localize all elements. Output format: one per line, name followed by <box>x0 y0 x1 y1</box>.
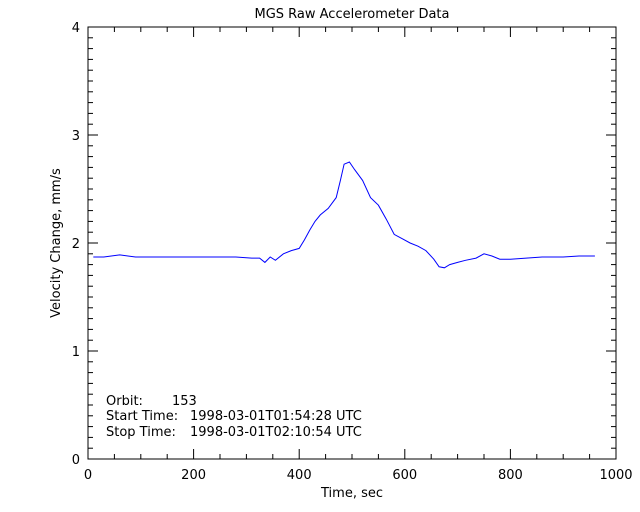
y-tick-label: 3 <box>72 129 80 144</box>
stop-time-label: Stop Time: <box>106 425 176 440</box>
y-tick-label: 4 <box>72 21 80 36</box>
series-line <box>93 161 595 269</box>
y-tick-label: 1 <box>72 345 80 360</box>
y-tick-label: 2 <box>72 237 80 252</box>
tick-labels: 0 200 400 600 800 1000 0 1 2 3 4 <box>72 21 633 483</box>
start-time-value: 1998-03-01T01:54:28 UTC <box>190 409 362 424</box>
plot-frame <box>87 26 617 460</box>
start-time-label: Start Time: <box>106 409 178 424</box>
x-axis-label: Time, sec <box>320 486 383 501</box>
x-tick-label: 200 <box>181 468 206 483</box>
x-tick-label: 800 <box>498 468 523 483</box>
x-tick-label: 600 <box>392 468 417 483</box>
annotation-block: Orbit: 153 Start Time: 1998-03-01T01:54:… <box>106 394 362 440</box>
stop-time-value: 1998-03-01T02:10:54 UTC <box>190 425 362 440</box>
y-axis-label: Velocity Change, mm/s <box>49 168 64 318</box>
axes <box>87 26 617 460</box>
orbit-label: Orbit: <box>106 394 143 409</box>
orbit-value: 153 <box>172 394 197 409</box>
x-tick-label: 400 <box>287 468 312 483</box>
y-tick-label: 0 <box>72 453 80 468</box>
chart-title: MGS Raw Accelerometer Data <box>254 7 449 22</box>
x-tick-label: 1000 <box>599 468 632 483</box>
x-tick-label: 0 <box>84 468 92 483</box>
